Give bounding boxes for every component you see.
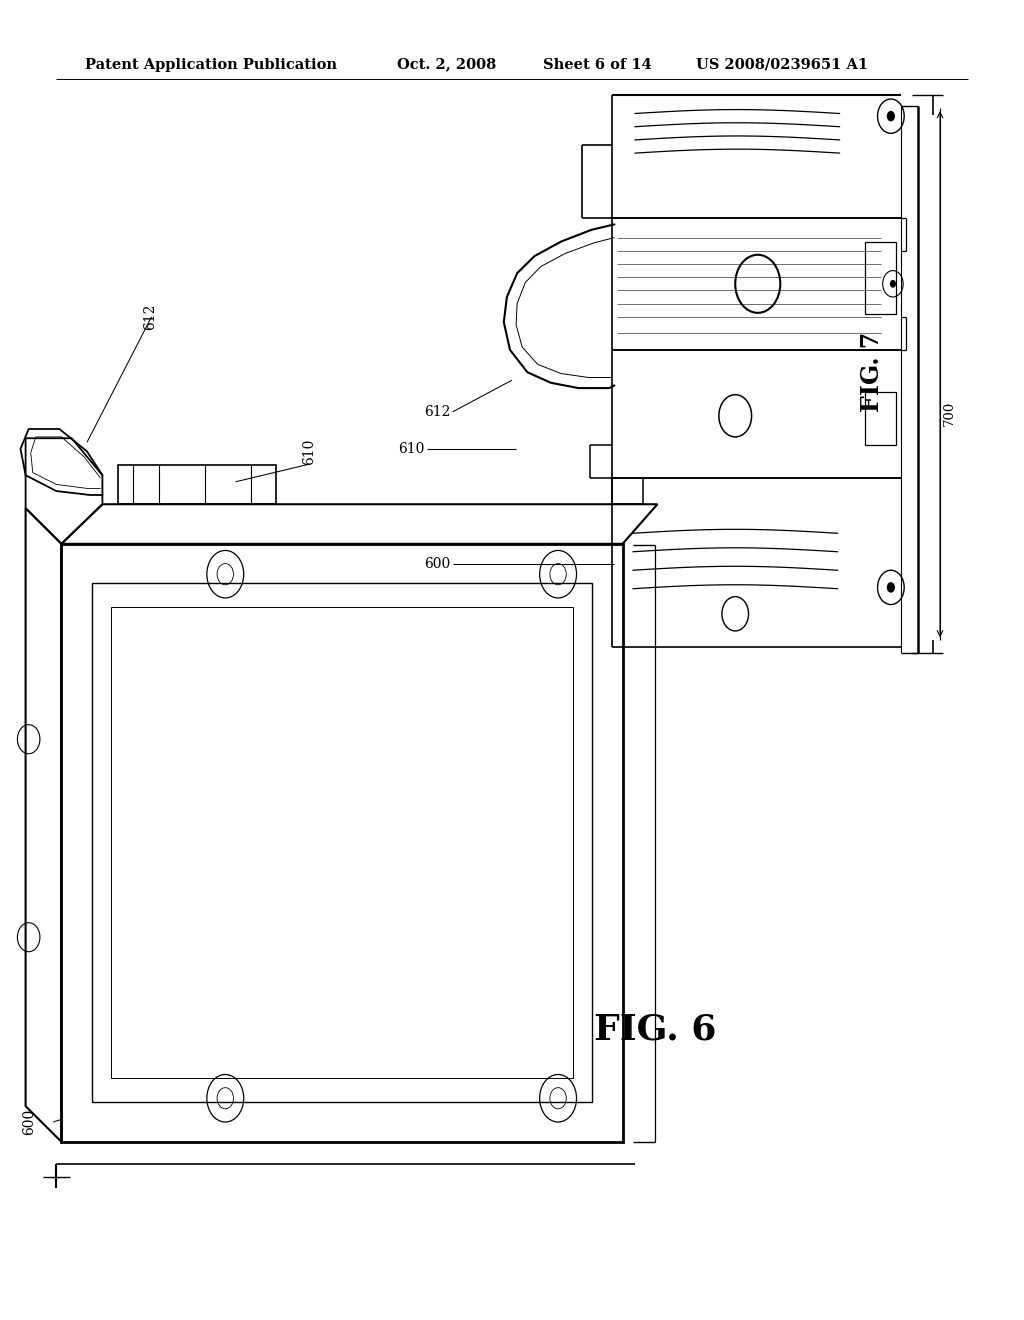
Text: 600: 600 (23, 1109, 37, 1135)
Text: 612: 612 (424, 405, 451, 418)
Text: 610: 610 (398, 442, 425, 455)
Text: 612: 612 (143, 304, 158, 330)
Text: 610: 610 (302, 438, 316, 465)
Circle shape (890, 280, 896, 288)
Text: FIG. 7: FIG. 7 (860, 333, 884, 412)
Text: 700: 700 (943, 401, 956, 426)
Text: Sheet 6 of 14: Sheet 6 of 14 (543, 58, 651, 71)
Circle shape (887, 582, 895, 593)
Bar (865, 392, 896, 445)
Text: US 2008/0239651 A1: US 2008/0239651 A1 (696, 58, 868, 71)
Text: 600: 600 (424, 557, 451, 570)
Text: Oct. 2, 2008: Oct. 2, 2008 (397, 58, 497, 71)
Text: Patent Application Publication: Patent Application Publication (85, 58, 337, 71)
Bar (865, 242, 896, 314)
Circle shape (887, 111, 895, 121)
Text: FIG. 6: FIG. 6 (594, 1012, 717, 1047)
